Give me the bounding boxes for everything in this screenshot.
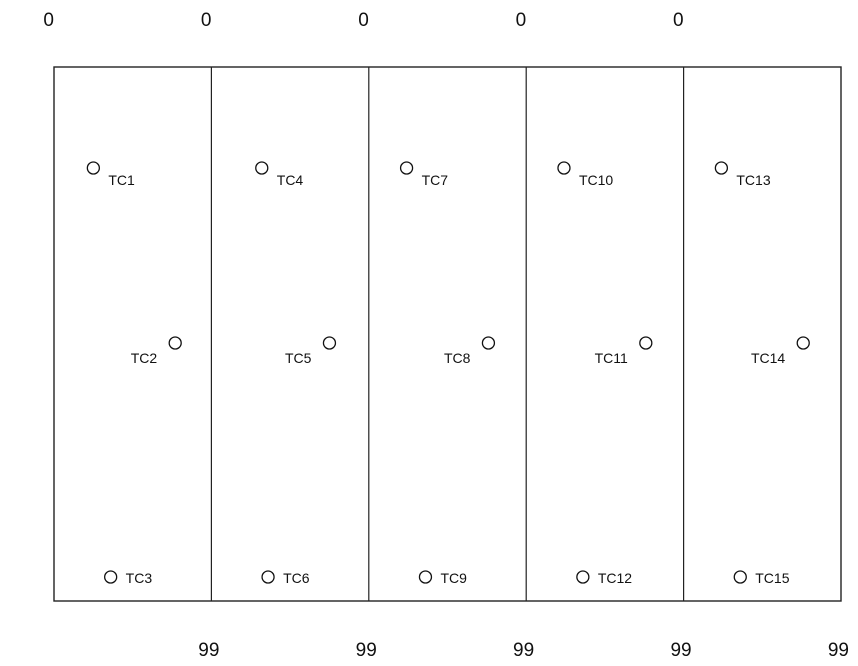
point-label: TC1 <box>108 172 135 188</box>
point-label: TC11 <box>595 350 628 366</box>
panel-dividers <box>210 67 685 601</box>
top-label: 0 <box>201 10 212 31</box>
point-marker <box>714 161 729 175</box>
top-labels: 0 0 0 0 0 <box>43 10 683 31</box>
point-label: TC13 <box>736 172 770 188</box>
point-marker <box>168 336 182 350</box>
point-label: TC4 <box>277 172 304 188</box>
bottom-label: 99 <box>356 640 377 661</box>
bottom-labels: 99 99 99 99 99 <box>198 640 849 661</box>
point-marker <box>418 570 433 584</box>
point-label: TC2 <box>131 350 158 366</box>
point-marker <box>796 336 810 350</box>
bottom-label: 99 <box>828 640 849 661</box>
point-marker <box>733 570 747 584</box>
point-marker <box>104 570 118 584</box>
point-label: TC5 <box>285 350 312 366</box>
point-marker <box>399 161 414 175</box>
bottom-label: 99 <box>198 640 219 661</box>
top-label: 0 <box>516 10 527 31</box>
top-label: 0 <box>358 10 369 31</box>
bottom-label: 99 <box>513 640 534 661</box>
point-marker <box>322 336 337 350</box>
point-label: TC6 <box>283 570 310 586</box>
point-marker <box>261 570 275 584</box>
point-label: TC7 <box>422 172 449 188</box>
point-label: TC3 <box>126 570 153 586</box>
point-label: TC8 <box>444 350 471 366</box>
point-label: TC15 <box>755 570 789 586</box>
plot-frame <box>53 66 842 602</box>
top-label: 0 <box>43 10 54 31</box>
point-marker <box>86 161 100 175</box>
point-marker <box>481 336 496 350</box>
point-label: TC10 <box>579 172 613 188</box>
point-label: TC9 <box>440 570 467 586</box>
data-points: TC1 TC2 TC3 TC4 TC5 TC6 TC7 TC8 TC9 TC10 TC11 TC12 T… <box>86 161 810 586</box>
bottom-label: 99 <box>670 640 691 661</box>
point-marker <box>576 570 590 584</box>
point-marker <box>639 336 653 350</box>
point-marker <box>557 161 571 175</box>
top-label: 0 <box>673 10 684 31</box>
point-label: TC12 <box>598 570 632 586</box>
point-label: TC14 <box>751 350 785 366</box>
point-marker <box>255 161 269 175</box>
